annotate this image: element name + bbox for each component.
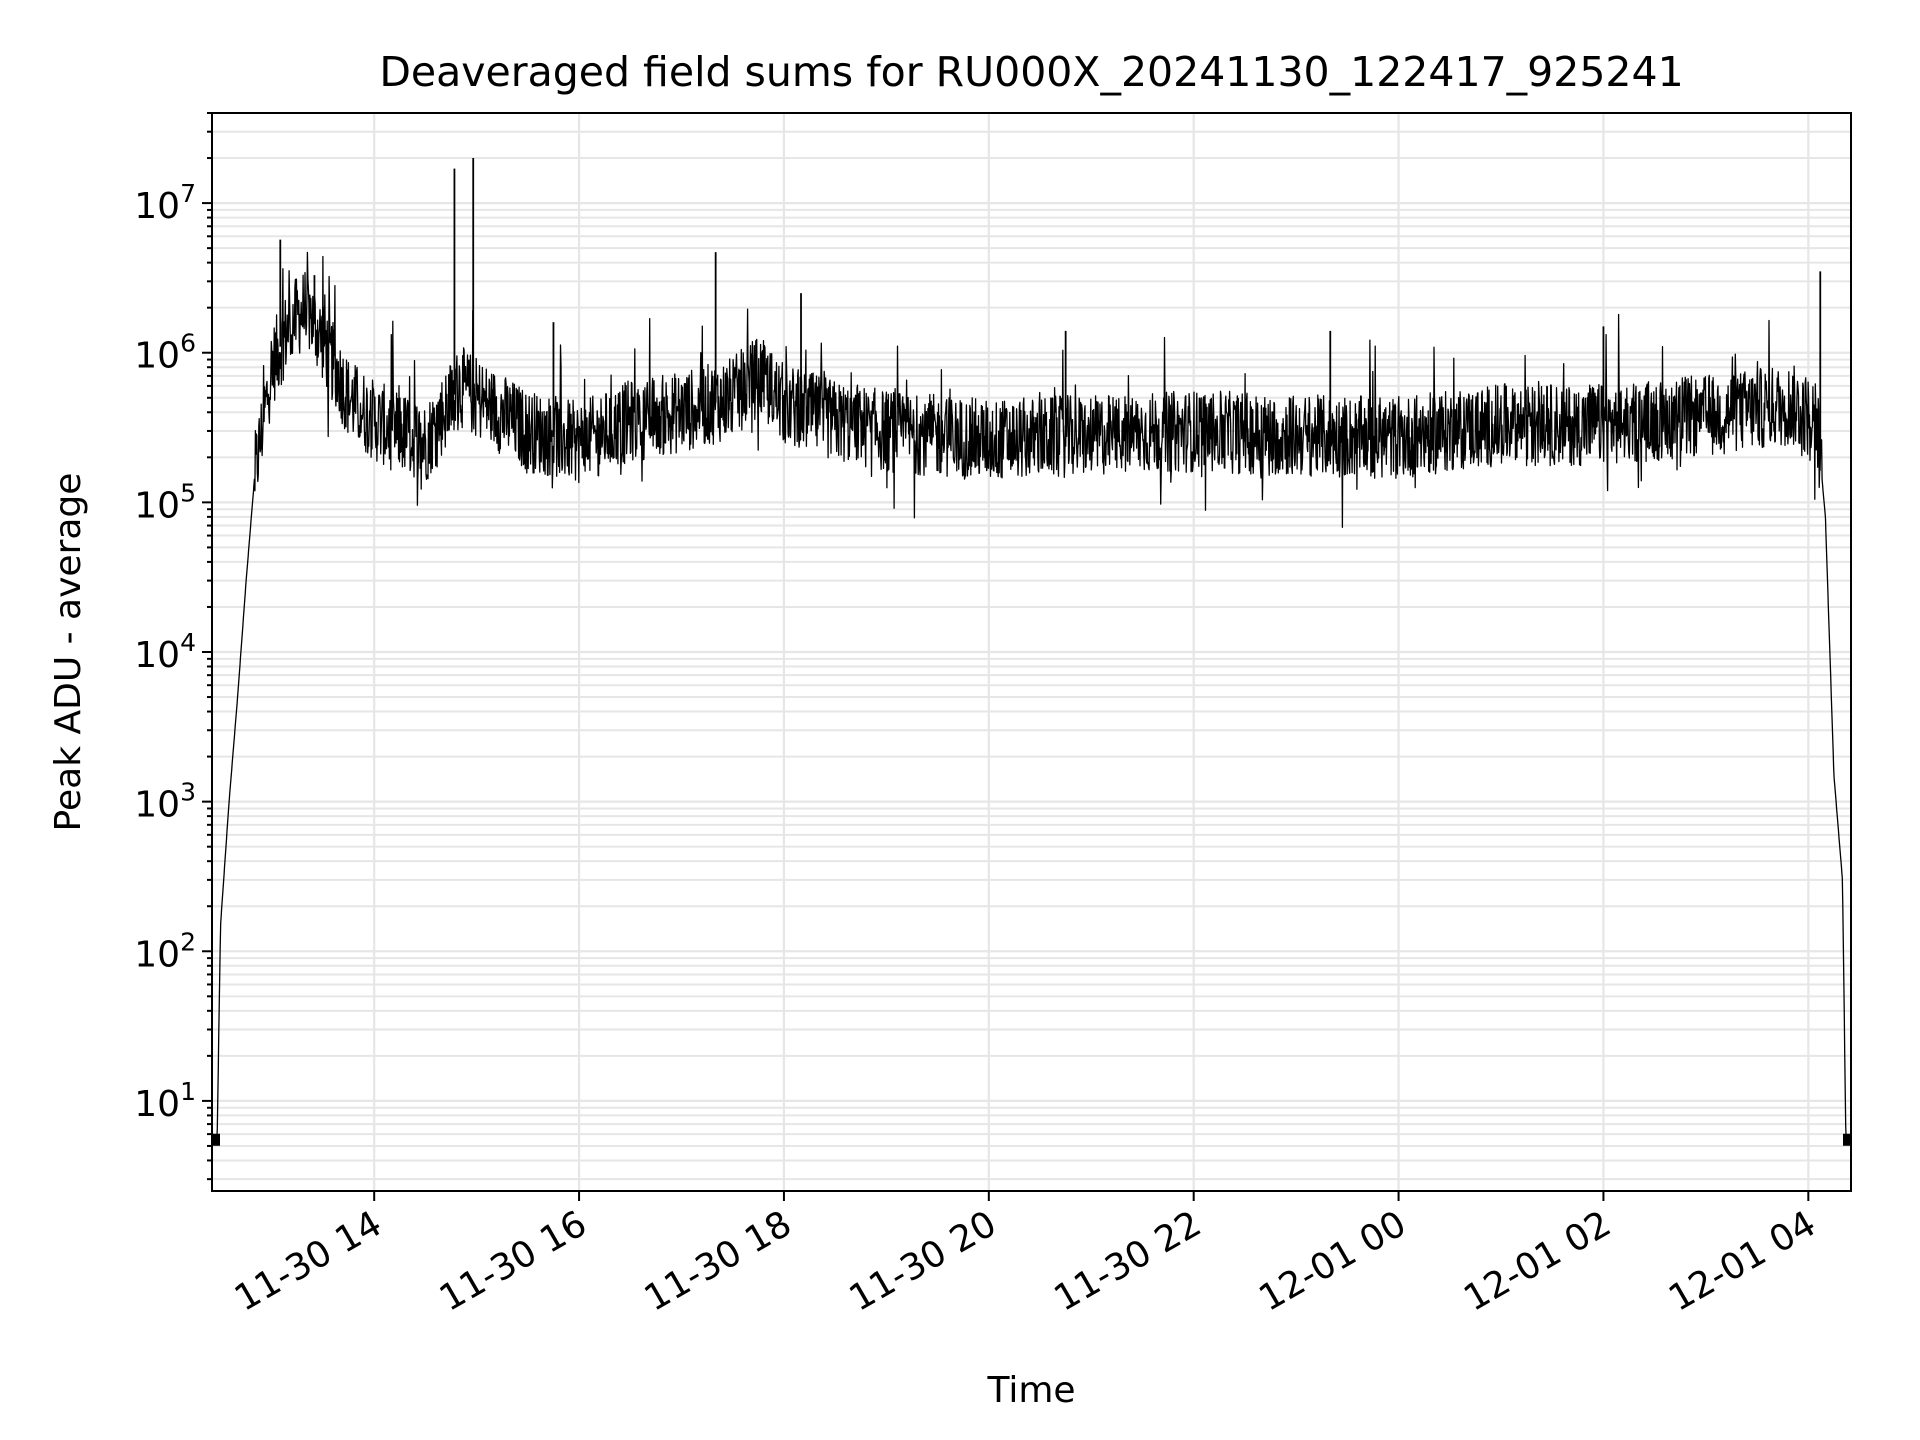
chart-title: Deaveraged field sums for RU000X_2024113… xyxy=(379,48,1683,96)
y-tick-label-exponent: 4 xyxy=(180,628,196,657)
y-tick-label-base: 10 xyxy=(134,934,180,975)
y-tick-label-base: 10 xyxy=(134,635,180,676)
y-tick-label-base: 10 xyxy=(134,485,180,526)
y-tick-label-exponent: 3 xyxy=(180,778,196,807)
series-line xyxy=(211,251,1852,1141)
x-axis-label: Time xyxy=(986,1370,1075,1411)
y-tick-label: 106 xyxy=(134,329,196,377)
y-tick-label: 104 xyxy=(134,628,196,676)
y-tick-label-exponent: 7 xyxy=(180,179,196,208)
y-tick-label-base: 10 xyxy=(134,1084,180,1125)
y-tick-label-exponent: 5 xyxy=(180,478,196,507)
y-axis-label: Peak ADU - average xyxy=(48,473,89,832)
series-end-marker xyxy=(212,1133,220,1146)
y-tick-label: 101 xyxy=(134,1077,196,1125)
y-tick-label: 107 xyxy=(134,179,196,227)
y-tick-label-exponent: 1 xyxy=(180,1077,196,1106)
y-tick-label: 105 xyxy=(134,478,196,526)
y-tick-label: 103 xyxy=(134,778,196,826)
grid xyxy=(212,112,1851,1191)
y-tick-label-exponent: 2 xyxy=(180,927,196,956)
y-tick-label-exponent: 6 xyxy=(180,329,196,358)
y-tick-label: 102 xyxy=(134,927,196,975)
series-end-marker xyxy=(1843,1133,1851,1146)
y-tick-label-base: 10 xyxy=(134,785,180,826)
y-tick-label-base: 10 xyxy=(134,336,180,377)
y-tick-label-base: 10 xyxy=(134,186,180,227)
series-layer xyxy=(211,158,1852,1146)
